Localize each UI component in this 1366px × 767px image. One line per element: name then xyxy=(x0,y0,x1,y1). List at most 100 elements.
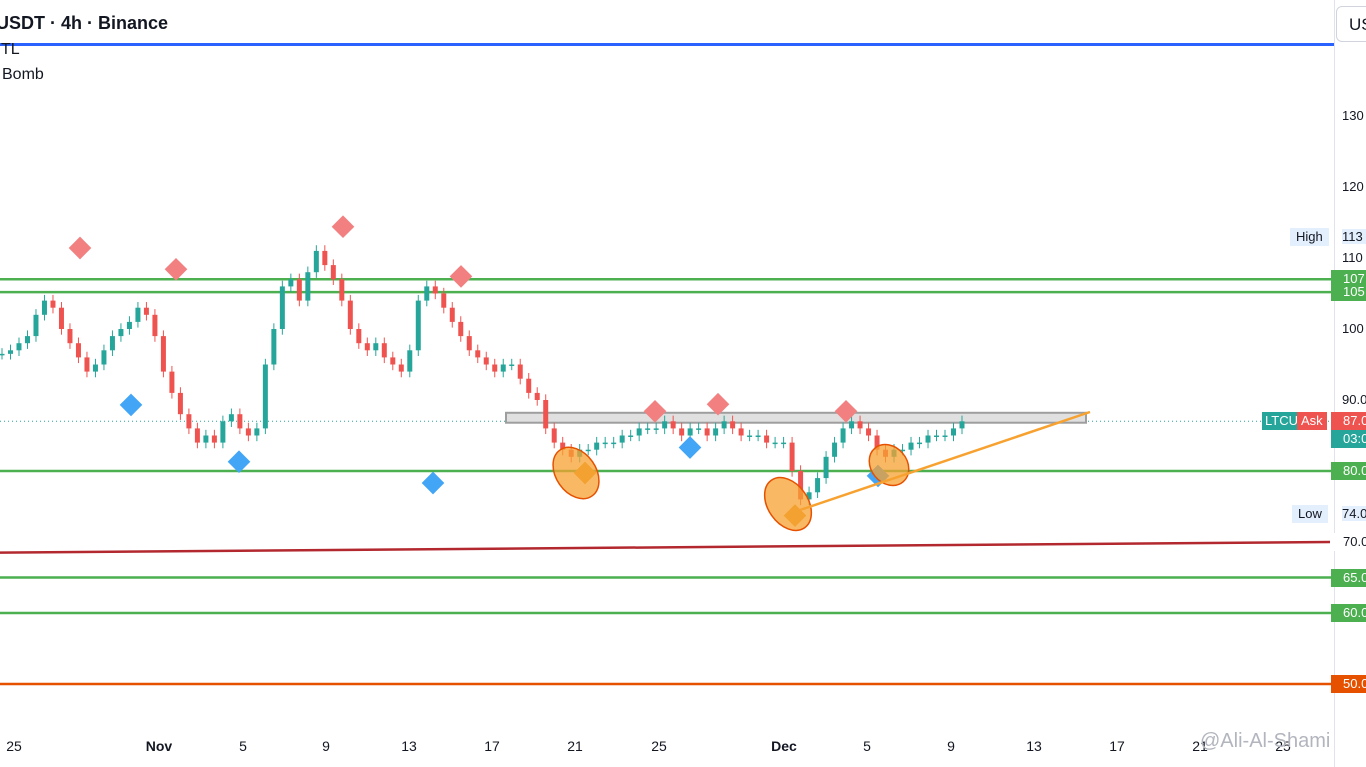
candle-body xyxy=(900,449,906,452)
highlight-ellipse xyxy=(868,443,910,487)
candle-body xyxy=(466,336,472,351)
candle-body xyxy=(279,286,285,329)
price-tick-label: 120 xyxy=(1342,179,1364,194)
candle-body xyxy=(339,279,345,301)
price-chart[interactable] xyxy=(0,0,1334,767)
symbol-title[interactable]: USDT · 4h · Binance xyxy=(0,13,169,33)
candle-body xyxy=(0,353,5,356)
indicator-label-tl[interactable]: TL xyxy=(1,41,20,58)
candle-body xyxy=(840,428,846,443)
candle-body xyxy=(92,364,98,372)
pivot-high-marker xyxy=(643,399,667,423)
horizontal-levels xyxy=(0,278,1334,686)
pivot-high-marker xyxy=(164,257,188,281)
candle-body xyxy=(254,428,260,436)
time-axis-label: Nov xyxy=(145,738,173,754)
candle-body xyxy=(917,442,923,445)
pivot-high-marker xyxy=(331,215,355,239)
symbol-tag[interactable]: LTCUSDT xyxy=(1262,412,1302,431)
candle-body xyxy=(58,307,64,329)
candle-body xyxy=(594,442,600,450)
candle-body xyxy=(424,286,430,301)
level-price-badge: 60.0 xyxy=(1331,604,1366,622)
price-tick-label: 130 xyxy=(1342,108,1364,123)
candle-body xyxy=(645,428,651,430)
header-divider xyxy=(0,43,1334,46)
candle-body xyxy=(407,350,413,372)
level-price-badge: 65.0 xyxy=(1331,568,1366,587)
candle-body xyxy=(602,442,608,445)
candle-body xyxy=(815,478,821,493)
time-axis-label: 5 xyxy=(863,738,871,754)
candle-body xyxy=(764,435,770,443)
candle-body xyxy=(781,442,787,445)
ascending-trendline xyxy=(799,410,1091,512)
time-axis-label: 21 xyxy=(567,738,583,754)
candle-body xyxy=(390,357,396,365)
candle-body xyxy=(169,371,175,393)
candle-body xyxy=(866,428,872,436)
low-value: 74.0 xyxy=(1342,505,1366,521)
candle-body xyxy=(475,350,481,358)
candle-body xyxy=(186,414,192,429)
candle-body xyxy=(84,357,90,372)
candle-body xyxy=(704,428,710,436)
candle-body xyxy=(874,435,880,450)
candle-body xyxy=(347,300,353,329)
candle-body xyxy=(628,435,634,437)
candle-body xyxy=(441,293,447,308)
candle-body xyxy=(381,343,387,358)
candle-body xyxy=(322,250,328,266)
candle-body xyxy=(636,428,642,436)
currency-button[interactable]: USDT xyxy=(1336,6,1366,42)
price-tick-label: 110 xyxy=(1342,250,1363,265)
candle-body xyxy=(925,435,931,443)
time-axis-label: 25 xyxy=(6,738,22,754)
candle-countdown: 03:00 xyxy=(1331,430,1366,449)
pivot-high-marker xyxy=(68,236,92,260)
candle-body xyxy=(458,321,464,337)
watermark: @Ali-Al-Shami xyxy=(1200,730,1331,752)
candle-body xyxy=(747,435,753,437)
candle-body xyxy=(492,364,498,372)
price-tick-label: 90.0 xyxy=(1342,392,1366,407)
high-value: 113 xyxy=(1342,228,1366,244)
ask-tag[interactable]: Ask xyxy=(1297,412,1327,431)
candle-body xyxy=(662,421,668,429)
level-price-badge: 105 xyxy=(1331,283,1366,302)
last-price-badge: 87.0 xyxy=(1331,412,1366,431)
pivot-low-marker xyxy=(678,436,702,459)
candle-body xyxy=(696,428,702,430)
highlight-ellipse xyxy=(763,476,813,532)
pivot-markers xyxy=(68,215,890,527)
candle-body xyxy=(551,428,557,443)
candle-body xyxy=(126,321,132,329)
indicator-label-bomb[interactable]: Bomb xyxy=(2,66,44,83)
candle-body xyxy=(152,314,158,337)
candle-body xyxy=(585,449,591,452)
pivot-low-marker xyxy=(421,471,445,495)
candle-body xyxy=(398,364,404,372)
candle-body xyxy=(177,392,183,415)
candle-body xyxy=(50,300,56,308)
candle-body xyxy=(356,329,362,344)
candle-body xyxy=(670,421,676,429)
time-axis-label: 21 xyxy=(1192,738,1208,754)
candle-body xyxy=(534,392,540,400)
pivot-low-marker xyxy=(227,450,251,474)
price-axis[interactable] xyxy=(1334,0,1366,767)
pivot-high-marker xyxy=(706,392,730,416)
candle-body xyxy=(730,421,736,429)
candle-body xyxy=(373,343,379,351)
candle-body xyxy=(288,279,294,287)
candle-body xyxy=(245,428,251,436)
candle-body xyxy=(942,435,948,437)
candles xyxy=(0,245,965,506)
time-axis-label: 25 xyxy=(1275,738,1291,754)
candle-body xyxy=(611,442,617,445)
candle-body xyxy=(832,442,838,457)
time-axis-label: 17 xyxy=(1109,738,1125,754)
candle-body xyxy=(67,329,73,344)
candle-body xyxy=(237,414,243,429)
candle-body xyxy=(449,307,455,322)
